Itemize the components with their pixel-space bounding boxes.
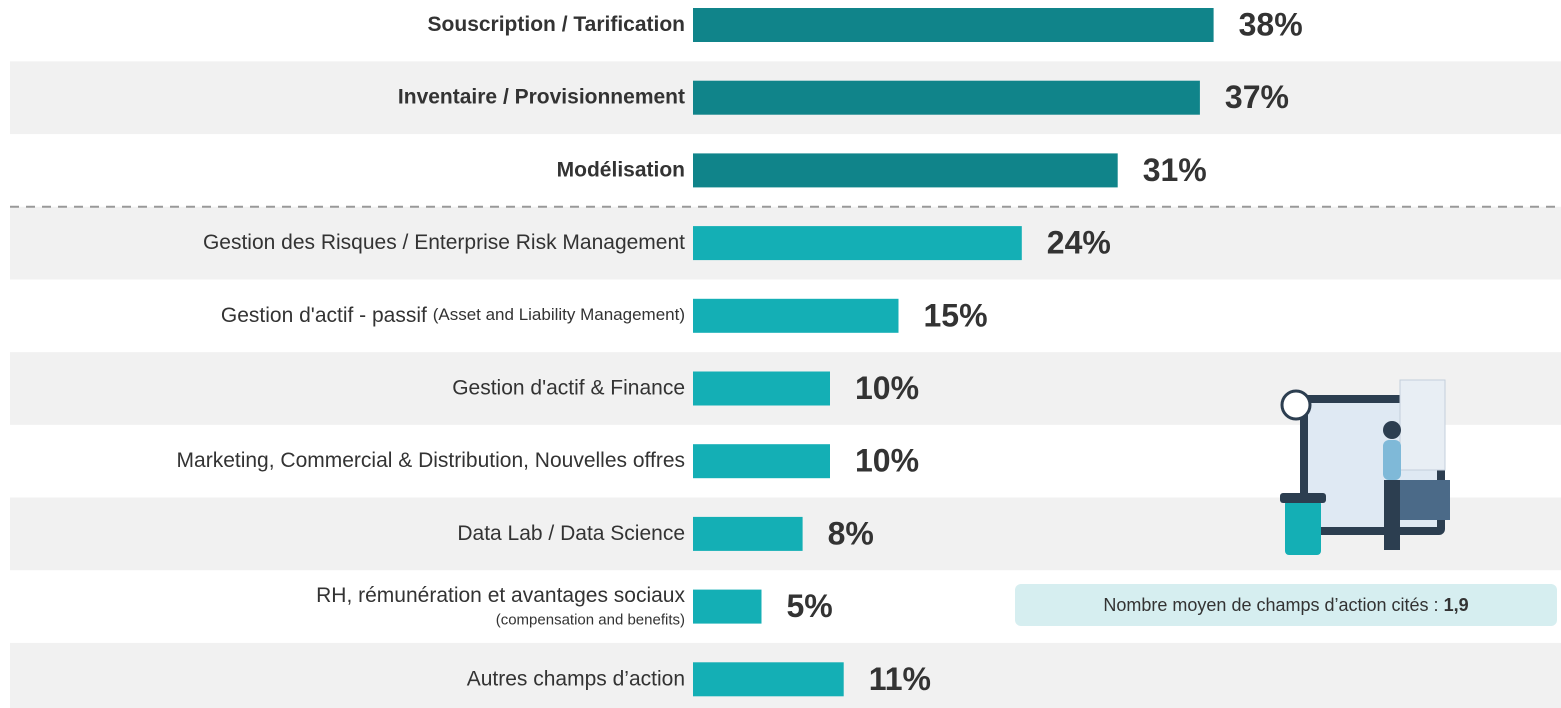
annotation-text: Nombre moyen de champs d’action cités : xyxy=(1103,595,1438,615)
bar xyxy=(693,226,1022,260)
category-label: Gestion des Risques / Enterprise Risk Ma… xyxy=(203,231,685,254)
person-head xyxy=(1383,421,1401,439)
cup-lid xyxy=(1280,493,1326,503)
category-text: Gestion des Risques / Enterprise Risk Ma… xyxy=(203,231,685,254)
chart: Nombre moyen de champs d’action cités : … xyxy=(0,0,1561,708)
bar xyxy=(693,444,830,478)
category-note: (Asset and Liability Management) xyxy=(433,305,685,324)
category-label: Modélisation xyxy=(557,158,685,181)
bar xyxy=(693,299,899,333)
value-label: 8% xyxy=(828,515,874,551)
category-label: Data Lab / Data Science xyxy=(457,521,685,544)
bar xyxy=(693,8,1214,42)
category-text: Data Lab / Data Science xyxy=(457,521,685,544)
person-body xyxy=(1383,440,1401,480)
illustration xyxy=(1280,380,1450,555)
value-label: 11% xyxy=(869,661,931,697)
category-note: (compensation and benefits) xyxy=(496,612,685,629)
category-label: Souscription / Tarification xyxy=(428,13,685,36)
category-label: Gestion d'actif & Finance xyxy=(452,376,685,399)
category-text: Modélisation xyxy=(557,158,685,181)
category-label: RH, rémunération et avantages sociaux xyxy=(316,584,685,607)
papers xyxy=(1400,380,1445,470)
value-label: 10% xyxy=(855,443,919,479)
value-label: 37% xyxy=(1225,79,1289,115)
bar xyxy=(693,81,1200,115)
bar xyxy=(693,372,830,406)
category-label: Marketing, Commercial & Distribution, No… xyxy=(177,449,685,472)
annotation: Nombre moyen de champs d’action cités : … xyxy=(1103,595,1468,615)
bar xyxy=(693,153,1118,187)
bar xyxy=(693,517,803,551)
value-label: 31% xyxy=(1143,152,1207,188)
person-legs xyxy=(1384,480,1400,550)
category-text: Gestion d'actif - passif xyxy=(221,303,427,326)
annotation-value: 1,9 xyxy=(1444,595,1469,615)
bar xyxy=(693,662,844,696)
value-label: 5% xyxy=(787,588,833,624)
category-text: Autres champs d’action xyxy=(467,667,685,690)
category-label: Autres champs d’action xyxy=(467,667,685,690)
category-text: Gestion d'actif & Finance xyxy=(452,376,685,399)
value-label: 15% xyxy=(924,297,988,333)
bar xyxy=(693,590,762,624)
value-label: 38% xyxy=(1239,6,1303,42)
clock xyxy=(1282,391,1310,419)
value-label: 24% xyxy=(1047,225,1111,261)
books xyxy=(1400,480,1450,520)
category-text: Inventaire / Provisionnement xyxy=(398,85,685,108)
category-text: Marketing, Commercial & Distribution, No… xyxy=(177,449,685,472)
category-text: Souscription / Tarification xyxy=(428,13,685,36)
value-label: 10% xyxy=(855,370,919,406)
category-label: Gestion d'actif - passif (Asset and Liab… xyxy=(221,303,685,326)
cup xyxy=(1285,500,1321,555)
category-label: Inventaire / Provisionnement xyxy=(398,85,685,108)
